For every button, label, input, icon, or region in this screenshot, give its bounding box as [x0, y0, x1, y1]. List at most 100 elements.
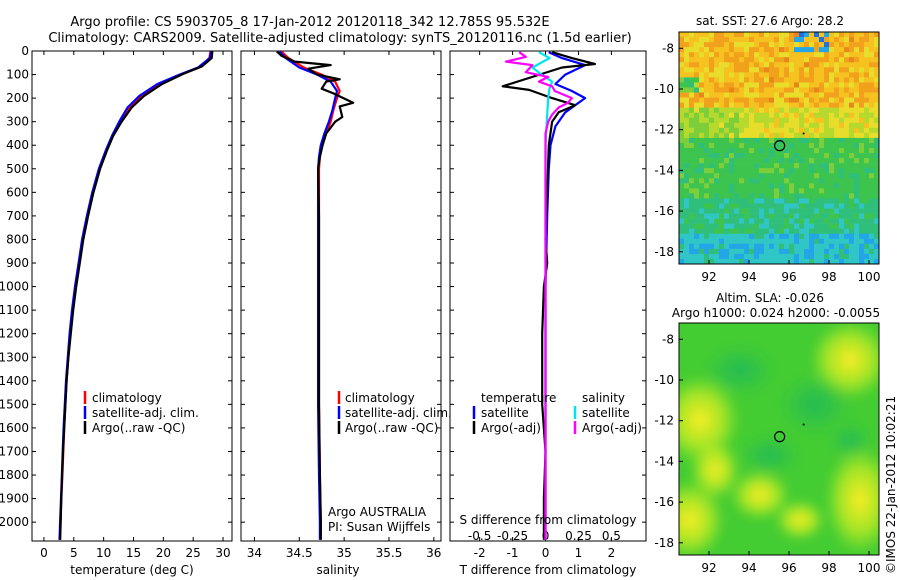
sst-cell [699, 183, 705, 189]
sst-cell [809, 127, 815, 134]
sst-cell [764, 228, 770, 235]
sst-cell [714, 228, 720, 235]
depth-tick-label: 600 [6, 185, 29, 199]
sst-cell [724, 153, 730, 159]
sst-cell [874, 183, 879, 189]
float-owner-label: Argo AUSTRALIA [328, 505, 427, 519]
sst-cell [809, 72, 815, 78]
sst-cell [814, 213, 820, 219]
sst-cell [694, 223, 700, 229]
sst-cell [824, 137, 830, 144]
sst-cell [764, 107, 770, 113]
sst-cell [839, 122, 845, 129]
sst-cell [779, 132, 785, 139]
sst-cell [699, 228, 705, 235]
sst-cell [834, 42, 840, 48]
sst-cell [774, 258, 780, 264]
sst-cell [679, 72, 685, 78]
sst-cell [724, 122, 730, 129]
sst-cell [819, 97, 825, 103]
sst-cell [704, 82, 710, 88]
sst-cell [784, 148, 790, 154]
sst-cell [844, 87, 850, 93]
sst-cell [874, 72, 879, 78]
sst-cell [829, 148, 835, 154]
sst-cell [704, 42, 710, 48]
sst-cell [749, 168, 755, 174]
sst-cell [859, 92, 865, 98]
sst-cell [849, 243, 855, 250]
sst-cell [854, 92, 860, 98]
sst-cell [684, 228, 690, 235]
sst-cell [829, 82, 835, 88]
sst-cell [764, 32, 770, 38]
sst-cell [854, 253, 860, 260]
sst-cell [689, 127, 695, 134]
sst-cell [789, 82, 795, 88]
map-lon-label: 96 [781, 270, 796, 284]
sst-cell [874, 253, 879, 260]
sst-cell [699, 142, 705, 149]
sst-cell [724, 258, 730, 264]
sst-cell [864, 258, 870, 264]
sst-cell [749, 52, 755, 58]
sst-cell [679, 77, 685, 83]
sst-cell [839, 208, 845, 214]
sst-cell [704, 243, 710, 250]
sst-cell [699, 243, 705, 250]
sst-cell [779, 228, 785, 235]
sst-cell [819, 148, 825, 154]
sst-cell [839, 37, 845, 43]
sst-cell [844, 62, 850, 68]
sst-cell [829, 163, 835, 169]
sst-cell [714, 198, 720, 204]
sst-cell [759, 253, 765, 260]
sst-cell [749, 243, 755, 250]
sst-cell [779, 243, 785, 250]
sst-cell [804, 148, 810, 154]
sst-cell [869, 77, 875, 83]
sst-cell [744, 82, 750, 88]
sst-cell [754, 127, 760, 134]
sst-cell [754, 243, 760, 250]
sst-cell [829, 248, 835, 255]
sst-cell [834, 213, 840, 219]
sst-cell [854, 77, 860, 83]
depth-tick-label: 1100 [0, 303, 29, 317]
sst-cell [869, 67, 875, 73]
sst-cell [724, 233, 730, 240]
sst-cell [749, 188, 755, 194]
sst-cell [854, 228, 860, 235]
sst-cell [679, 238, 685, 245]
depth-tick-label: 0 [21, 44, 29, 58]
sst-cell [764, 233, 770, 240]
sst-cell [709, 72, 715, 78]
sst-cell [814, 137, 820, 144]
sst-cell [814, 97, 820, 103]
sst-cell [824, 258, 830, 264]
sst-cell [739, 213, 745, 219]
sst-cell [789, 72, 795, 78]
sst-cell [679, 178, 685, 184]
sst-cell [864, 92, 870, 98]
sst-cell [699, 77, 705, 83]
sst-cell [814, 253, 820, 260]
sst-cell [754, 173, 760, 179]
sst-cell [799, 32, 805, 38]
sst-cell [834, 208, 840, 214]
sst-cell [819, 248, 825, 255]
sst-cell [724, 52, 730, 58]
sst-cell [739, 112, 745, 119]
sst-cell [794, 178, 800, 184]
sst-cell [734, 142, 740, 149]
sst-cell [719, 153, 725, 159]
sst-cell [769, 37, 775, 43]
sst-cell [839, 163, 845, 169]
sst-cell [749, 163, 755, 169]
sst-cell [779, 238, 785, 245]
map-lat-label: -14 [654, 454, 674, 468]
sst-cell [714, 183, 720, 189]
sst-cell [869, 122, 875, 129]
sst-cell [864, 52, 870, 58]
sst-cell [764, 67, 770, 73]
